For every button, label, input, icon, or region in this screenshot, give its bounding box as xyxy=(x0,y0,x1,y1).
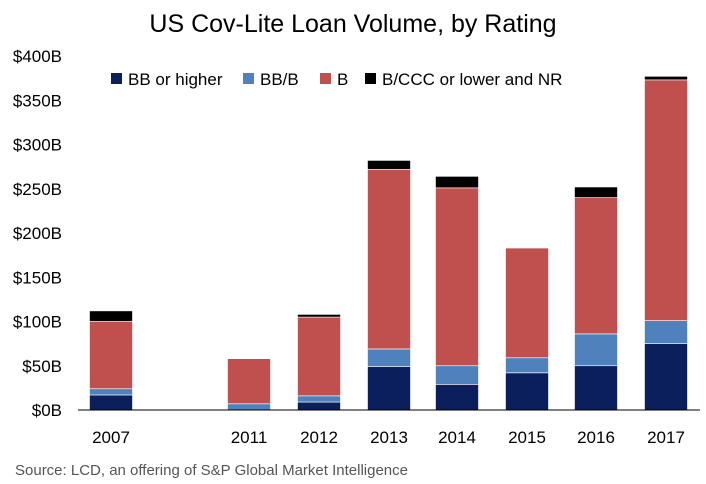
bar-2017-bb-b xyxy=(644,320,688,344)
y-tick-label: $350B xyxy=(13,91,62,110)
y-tick-label: $100B xyxy=(13,313,62,332)
bar-2007-bb-or-higher xyxy=(89,394,133,411)
bar-2007-bb-b xyxy=(89,388,133,396)
bar-2012-bb-or-higher xyxy=(297,401,341,411)
x-tick-label-2013: 2013 xyxy=(370,428,408,447)
bar-2007-b-ccc-or-lower-and-nr xyxy=(89,310,133,322)
bar-2013-b-ccc-or-lower-and-nr xyxy=(367,160,411,170)
x-tick-label-2015: 2015 xyxy=(508,428,546,447)
x-tick-label-2014: 2014 xyxy=(438,428,476,447)
bar-2014-bb-b xyxy=(435,365,479,385)
bar-2015-bb-b xyxy=(505,357,549,374)
legend-swatch-b-ccc-or-lower-and-nr xyxy=(365,73,376,84)
x-tick-label-2017: 2017 xyxy=(647,428,685,447)
chart-title: US Cov-Lite Loan Volume, by Rating xyxy=(149,10,556,38)
bar-2007-b xyxy=(89,321,133,390)
x-tick-label-2007: 2007 xyxy=(92,428,130,447)
bar-2013-b xyxy=(367,168,411,350)
y-tick-label: $150B xyxy=(13,268,62,287)
legend-label-bb-or-higher: BB or higher xyxy=(128,70,223,89)
y-tick-label: $0B xyxy=(32,401,62,420)
legend-label-b-ccc-or-lower-and-nr: B/CCC or lower and NR xyxy=(382,70,562,89)
legend-label-bb-b: BB/B xyxy=(260,70,299,89)
bar-2017-b-ccc-or-lower-and-nr xyxy=(644,76,688,81)
bar-2013-bb-b xyxy=(367,348,411,367)
bar-2011-b xyxy=(227,358,271,405)
bar-2016-b xyxy=(574,197,618,335)
bar-2017-bb-or-higher xyxy=(644,343,688,411)
bar-2016-bb-or-higher xyxy=(574,365,618,411)
bar-2014-bb-or-higher xyxy=(435,384,479,411)
legend-swatch-bb-or-higher xyxy=(111,73,122,84)
bar-2012-b xyxy=(297,316,341,397)
y-tick-label: $250B xyxy=(13,180,62,199)
x-tick-label-2016: 2016 xyxy=(577,428,615,447)
legend-label-b: B xyxy=(337,70,348,89)
chart-source: Source: LCD, an offering of S&P Global M… xyxy=(15,462,408,479)
legend-swatch-bb-b xyxy=(243,73,254,84)
bar-2015-b xyxy=(505,247,549,359)
bar-2016-bb-b xyxy=(574,333,618,367)
bar-2013-bb-or-higher xyxy=(367,366,411,411)
bar-2015-bb-or-higher xyxy=(505,372,549,411)
bar-2017-b xyxy=(644,79,688,321)
bar-2012-bb-b xyxy=(297,395,341,403)
bar-2014-b-ccc-or-lower-and-nr xyxy=(435,176,479,189)
bar-2014-b xyxy=(435,187,479,367)
bar-2016-b-ccc-or-lower-and-nr xyxy=(574,186,618,198)
legend: BB or higher BB/B B B/CCC or lower and NR xyxy=(111,70,562,89)
y-tick-label: $300B xyxy=(13,136,62,155)
y-tick-label: $50B xyxy=(22,357,62,376)
y-tick-label: $400B xyxy=(13,47,62,66)
x-axis-labels: 2007 2011 2012 2013 2014 2015 2016 2017 xyxy=(92,428,685,447)
legend-swatch-b xyxy=(320,73,331,84)
y-axis-labels: $0B $50B $100B $150B $200B $250B $300B $350B $40… xyxy=(13,47,62,420)
bars xyxy=(89,76,688,411)
x-tick-label-2011: 2011 xyxy=(231,428,268,447)
y-tick-label: $200B xyxy=(13,224,62,243)
x-tick-label-2012: 2012 xyxy=(300,428,338,447)
bar-2012-b-ccc-or-lower-and-nr xyxy=(297,314,341,318)
bar-2011-bb-b xyxy=(227,403,271,411)
